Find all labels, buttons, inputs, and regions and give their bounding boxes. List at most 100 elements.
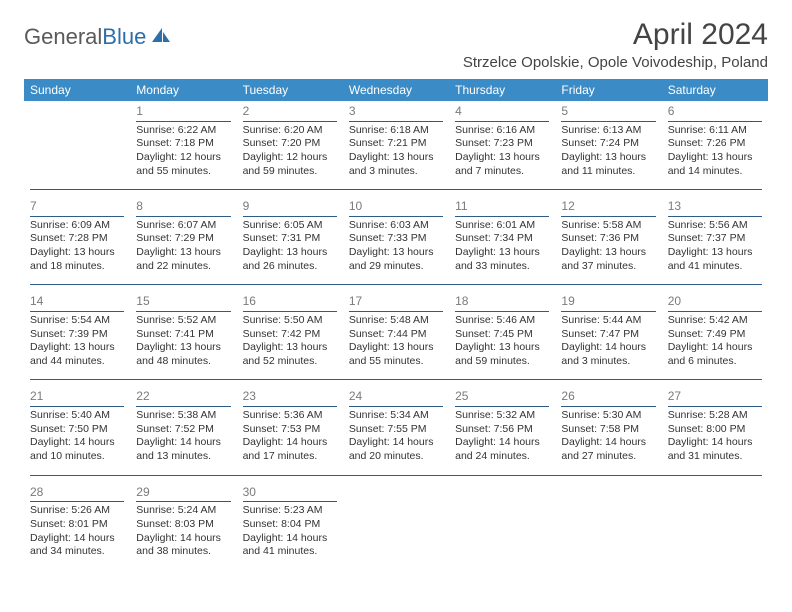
day-sunset: Sunset: 7:44 PM	[349, 328, 443, 342]
day-sunset: Sunset: 8:04 PM	[243, 518, 337, 532]
day-number: 6	[668, 104, 762, 122]
day-daylight: Daylight: 14 hours and 38 minutes.	[136, 532, 230, 559]
calendar-day-cell: 24Sunrise: 5:34 AMSunset: 7:55 PMDayligh…	[343, 386, 449, 469]
day-daylight: Daylight: 13 hours and 52 minutes.	[243, 341, 337, 368]
weekday-header: Wednesday	[343, 79, 449, 101]
week-separator	[24, 374, 768, 386]
calendar-day-cell: 13Sunrise: 5:56 AMSunset: 7:37 PMDayligh…	[662, 196, 768, 279]
calendar-day-cell	[24, 101, 130, 184]
calendar-day-cell: 16Sunrise: 5:50 AMSunset: 7:42 PMDayligh…	[237, 291, 343, 374]
day-sunset: Sunset: 7:50 PM	[30, 423, 124, 437]
day-sunset: Sunset: 7:36 PM	[561, 232, 655, 246]
day-number: 29	[136, 485, 230, 503]
day-sunrise: Sunrise: 5:26 AM	[30, 504, 124, 518]
calendar-day-cell: 29Sunrise: 5:24 AMSunset: 8:03 PMDayligh…	[130, 482, 236, 565]
weekday-header: Saturday	[662, 79, 768, 101]
calendar-day-cell: 18Sunrise: 5:46 AMSunset: 7:45 PMDayligh…	[449, 291, 555, 374]
month-title: April 2024	[463, 18, 768, 52]
day-daylight: Daylight: 14 hours and 31 minutes.	[668, 436, 762, 463]
calendar-day-cell	[343, 482, 449, 565]
day-sunset: Sunset: 7:34 PM	[455, 232, 549, 246]
day-daylight: Daylight: 13 hours and 22 minutes.	[136, 246, 230, 273]
day-sunrise: Sunrise: 6:20 AM	[243, 124, 337, 138]
day-sunset: Sunset: 7:26 PM	[668, 137, 762, 151]
day-number: 28	[30, 485, 124, 503]
day-sunrise: Sunrise: 5:32 AM	[455, 409, 549, 423]
day-daylight: Daylight: 13 hours and 48 minutes.	[136, 341, 230, 368]
day-daylight: Daylight: 14 hours and 13 minutes.	[136, 436, 230, 463]
weekday-header: Monday	[130, 79, 236, 101]
calendar-day-cell: 19Sunrise: 5:44 AMSunset: 7:47 PMDayligh…	[555, 291, 661, 374]
day-number: 15	[136, 294, 230, 312]
day-sunrise: Sunrise: 5:28 AM	[668, 409, 762, 423]
day-daylight: Daylight: 13 hours and 11 minutes.	[561, 151, 655, 178]
day-number: 27	[668, 389, 762, 407]
day-sunset: Sunset: 7:21 PM	[349, 137, 443, 151]
calendar-day-cell: 6Sunrise: 6:11 AMSunset: 7:26 PMDaylight…	[662, 101, 768, 184]
day-sunrise: Sunrise: 5:38 AM	[136, 409, 230, 423]
day-sunrise: Sunrise: 6:03 AM	[349, 219, 443, 233]
day-daylight: Daylight: 13 hours and 14 minutes.	[668, 151, 762, 178]
calendar-day-cell	[555, 482, 661, 565]
day-sunrise: Sunrise: 6:05 AM	[243, 219, 337, 233]
day-sunset: Sunset: 7:37 PM	[668, 232, 762, 246]
day-sunrise: Sunrise: 6:22 AM	[136, 124, 230, 138]
calendar-day-cell: 11Sunrise: 6:01 AMSunset: 7:34 PMDayligh…	[449, 196, 555, 279]
day-daylight: Daylight: 14 hours and 10 minutes.	[30, 436, 124, 463]
calendar-day-cell: 15Sunrise: 5:52 AMSunset: 7:41 PMDayligh…	[130, 291, 236, 374]
calendar-day-cell	[662, 482, 768, 565]
day-sunrise: Sunrise: 6:01 AM	[455, 219, 549, 233]
day-sunset: Sunset: 7:41 PM	[136, 328, 230, 342]
weekday-header: Thursday	[449, 79, 555, 101]
day-daylight: Daylight: 13 hours and 18 minutes.	[30, 246, 124, 273]
calendar-day-cell: 23Sunrise: 5:36 AMSunset: 7:53 PMDayligh…	[237, 386, 343, 469]
day-number: 7	[30, 199, 124, 217]
day-number: 22	[136, 389, 230, 407]
day-number: 19	[561, 294, 655, 312]
calendar-day-cell: 7Sunrise: 6:09 AMSunset: 7:28 PMDaylight…	[24, 196, 130, 279]
day-sunrise: Sunrise: 5:34 AM	[349, 409, 443, 423]
day-daylight: Daylight: 13 hours and 3 minutes.	[349, 151, 443, 178]
day-daylight: Daylight: 13 hours and 44 minutes.	[30, 341, 124, 368]
day-sunrise: Sunrise: 5:46 AM	[455, 314, 549, 328]
day-daylight: Daylight: 14 hours and 24 minutes.	[455, 436, 549, 463]
week-separator	[24, 184, 768, 196]
day-sunset: Sunset: 7:28 PM	[30, 232, 124, 246]
day-daylight: Daylight: 12 hours and 59 minutes.	[243, 151, 337, 178]
calendar-day-cell: 4Sunrise: 6:16 AMSunset: 7:23 PMDaylight…	[449, 101, 555, 184]
calendar-day-cell: 10Sunrise: 6:03 AMSunset: 7:33 PMDayligh…	[343, 196, 449, 279]
day-sunset: Sunset: 7:31 PM	[243, 232, 337, 246]
calendar-day-cell: 28Sunrise: 5:26 AMSunset: 8:01 PMDayligh…	[24, 482, 130, 565]
calendar-day-cell: 20Sunrise: 5:42 AMSunset: 7:49 PMDayligh…	[662, 291, 768, 374]
day-sunset: Sunset: 7:29 PM	[136, 232, 230, 246]
day-daylight: Daylight: 14 hours and 34 minutes.	[30, 532, 124, 559]
day-sunset: Sunset: 7:39 PM	[30, 328, 124, 342]
calendar-day-cell: 5Sunrise: 6:13 AMSunset: 7:24 PMDaylight…	[555, 101, 661, 184]
calendar-week-row: 1Sunrise: 6:22 AMSunset: 7:18 PMDaylight…	[24, 101, 768, 184]
day-daylight: Daylight: 14 hours and 41 minutes.	[243, 532, 337, 559]
title-block: April 2024 Strzelce Opolskie, Opole Voiv…	[463, 18, 768, 71]
day-daylight: Daylight: 12 hours and 55 minutes.	[136, 151, 230, 178]
day-sunrise: Sunrise: 6:18 AM	[349, 124, 443, 138]
day-number: 4	[455, 104, 549, 122]
day-number: 8	[136, 199, 230, 217]
calendar-week-row: 21Sunrise: 5:40 AMSunset: 7:50 PMDayligh…	[24, 386, 768, 469]
calendar-week-row: 14Sunrise: 5:54 AMSunset: 7:39 PMDayligh…	[24, 291, 768, 374]
calendar-day-cell: 27Sunrise: 5:28 AMSunset: 8:00 PMDayligh…	[662, 386, 768, 469]
calendar-day-cell: 25Sunrise: 5:32 AMSunset: 7:56 PMDayligh…	[449, 386, 555, 469]
calendar-table: SundayMondayTuesdayWednesdayThursdayFrid…	[24, 79, 768, 565]
day-number: 1	[136, 104, 230, 122]
day-sunrise: Sunrise: 5:36 AM	[243, 409, 337, 423]
day-sunrise: Sunrise: 6:07 AM	[136, 219, 230, 233]
calendar-day-cell: 12Sunrise: 5:58 AMSunset: 7:36 PMDayligh…	[555, 196, 661, 279]
sail-icon	[150, 24, 172, 50]
day-sunset: Sunset: 7:20 PM	[243, 137, 337, 151]
calendar-day-cell: 17Sunrise: 5:48 AMSunset: 7:44 PMDayligh…	[343, 291, 449, 374]
day-sunset: Sunset: 7:23 PM	[455, 137, 549, 151]
day-number: 9	[243, 199, 337, 217]
brand-logo: GeneralBlue	[24, 18, 172, 50]
day-sunrise: Sunrise: 5:58 AM	[561, 219, 655, 233]
day-sunset: Sunset: 8:01 PM	[30, 518, 124, 532]
calendar-day-cell: 14Sunrise: 5:54 AMSunset: 7:39 PMDayligh…	[24, 291, 130, 374]
location-text: Strzelce Opolskie, Opole Voivodeship, Po…	[463, 54, 768, 71]
